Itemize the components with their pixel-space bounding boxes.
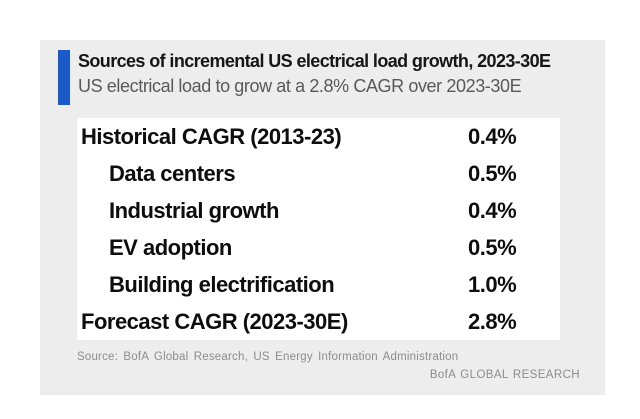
table-row: Data centers 0.5% [77,155,560,192]
table-row: EV adoption 0.5% [77,229,560,266]
brand-label: BofA GLOBAL RESEARCH [429,369,580,381]
row-value: 0.5% [468,160,517,186]
row-value: 0.5% [468,234,517,260]
figure-header: Sources of incremental US electrical loa… [78,49,598,99]
row-value: 1.0% [468,271,517,297]
row-label: Data centers [109,160,236,186]
table-row: Industrial growth 0.4% [77,192,560,229]
row-label: Historical CAGR (2013-23) [81,123,342,149]
table-row: Building electrification 1.0% [77,266,560,303]
title-accent-bar [58,50,70,105]
figure-title: Sources of incremental US electrical loa… [78,51,551,71]
source-note: Source: BofA Global Research, US Energy … [77,351,459,363]
row-label: Building electrification [109,271,335,297]
figure-subtitle: US electrical load to grow at a 2.8% CAG… [78,76,522,96]
row-value: 2.8% [468,308,517,334]
cagr-table: Historical CAGR (2013-23) 0.4% Data cent… [77,118,560,340]
row-label: EV adoption [109,234,232,260]
figure-card: Sources of incremental US electrical loa… [40,40,605,395]
row-label: Forecast CAGR (2023-30E) [81,308,348,334]
row-value: 0.4% [468,197,517,223]
row-value: 0.4% [468,123,517,149]
row-label: Industrial growth [109,197,279,223]
table-row: Historical CAGR (2013-23) 0.4% [77,118,560,155]
table-row: Forecast CAGR (2023-30E) 2.8% [77,303,560,340]
